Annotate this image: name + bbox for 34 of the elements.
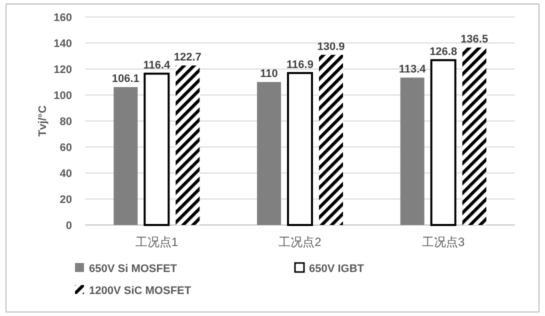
data-label: 126.8 <box>430 46 458 58</box>
x-tick-label: 工况点3 <box>422 235 465 249</box>
data-label: 116.4 <box>143 60 172 72</box>
data-label: 122.7 <box>174 51 202 64</box>
bar <box>430 59 456 226</box>
y-tick-label: 40 <box>60 168 72 180</box>
data-label: 136.5 <box>460 34 488 46</box>
data-label: 130.9 <box>317 40 345 53</box>
bar <box>257 82 281 225</box>
y-tick-label: 160 <box>54 12 72 24</box>
y-tick-label: 0 <box>66 220 72 232</box>
data-label: 116.9 <box>286 59 314 72</box>
y-tick-label: 120 <box>54 64 72 76</box>
data-label: 106.1 <box>112 73 140 86</box>
legend-label: 650V Si MOSFET <box>89 263 178 275</box>
y-tick-label: 80 <box>60 116 72 128</box>
data-label: 113.4 <box>398 64 427 76</box>
y-tick-label: 60 <box>60 142 72 154</box>
y-tick-label: 20 <box>60 194 72 206</box>
bar <box>462 48 486 225</box>
legend-label: 1200V SiC MOSFET <box>89 285 192 297</box>
y-tick-label: 140 <box>54 38 72 50</box>
x-tick-label: 工况点2 <box>278 235 322 249</box>
y-axis-title: Tvj/°C <box>37 105 49 137</box>
bar <box>400 78 424 225</box>
bar <box>287 72 313 226</box>
x-tick-label: 工况点1 <box>135 235 178 249</box>
bar <box>114 87 138 225</box>
bar <box>319 54 343 225</box>
bar <box>176 65 200 225</box>
data-label: 110 <box>260 68 278 80</box>
bar <box>144 72 170 226</box>
legend-label: 650V IGBT <box>309 263 364 275</box>
y-tick-label: 100 <box>54 90 72 102</box>
